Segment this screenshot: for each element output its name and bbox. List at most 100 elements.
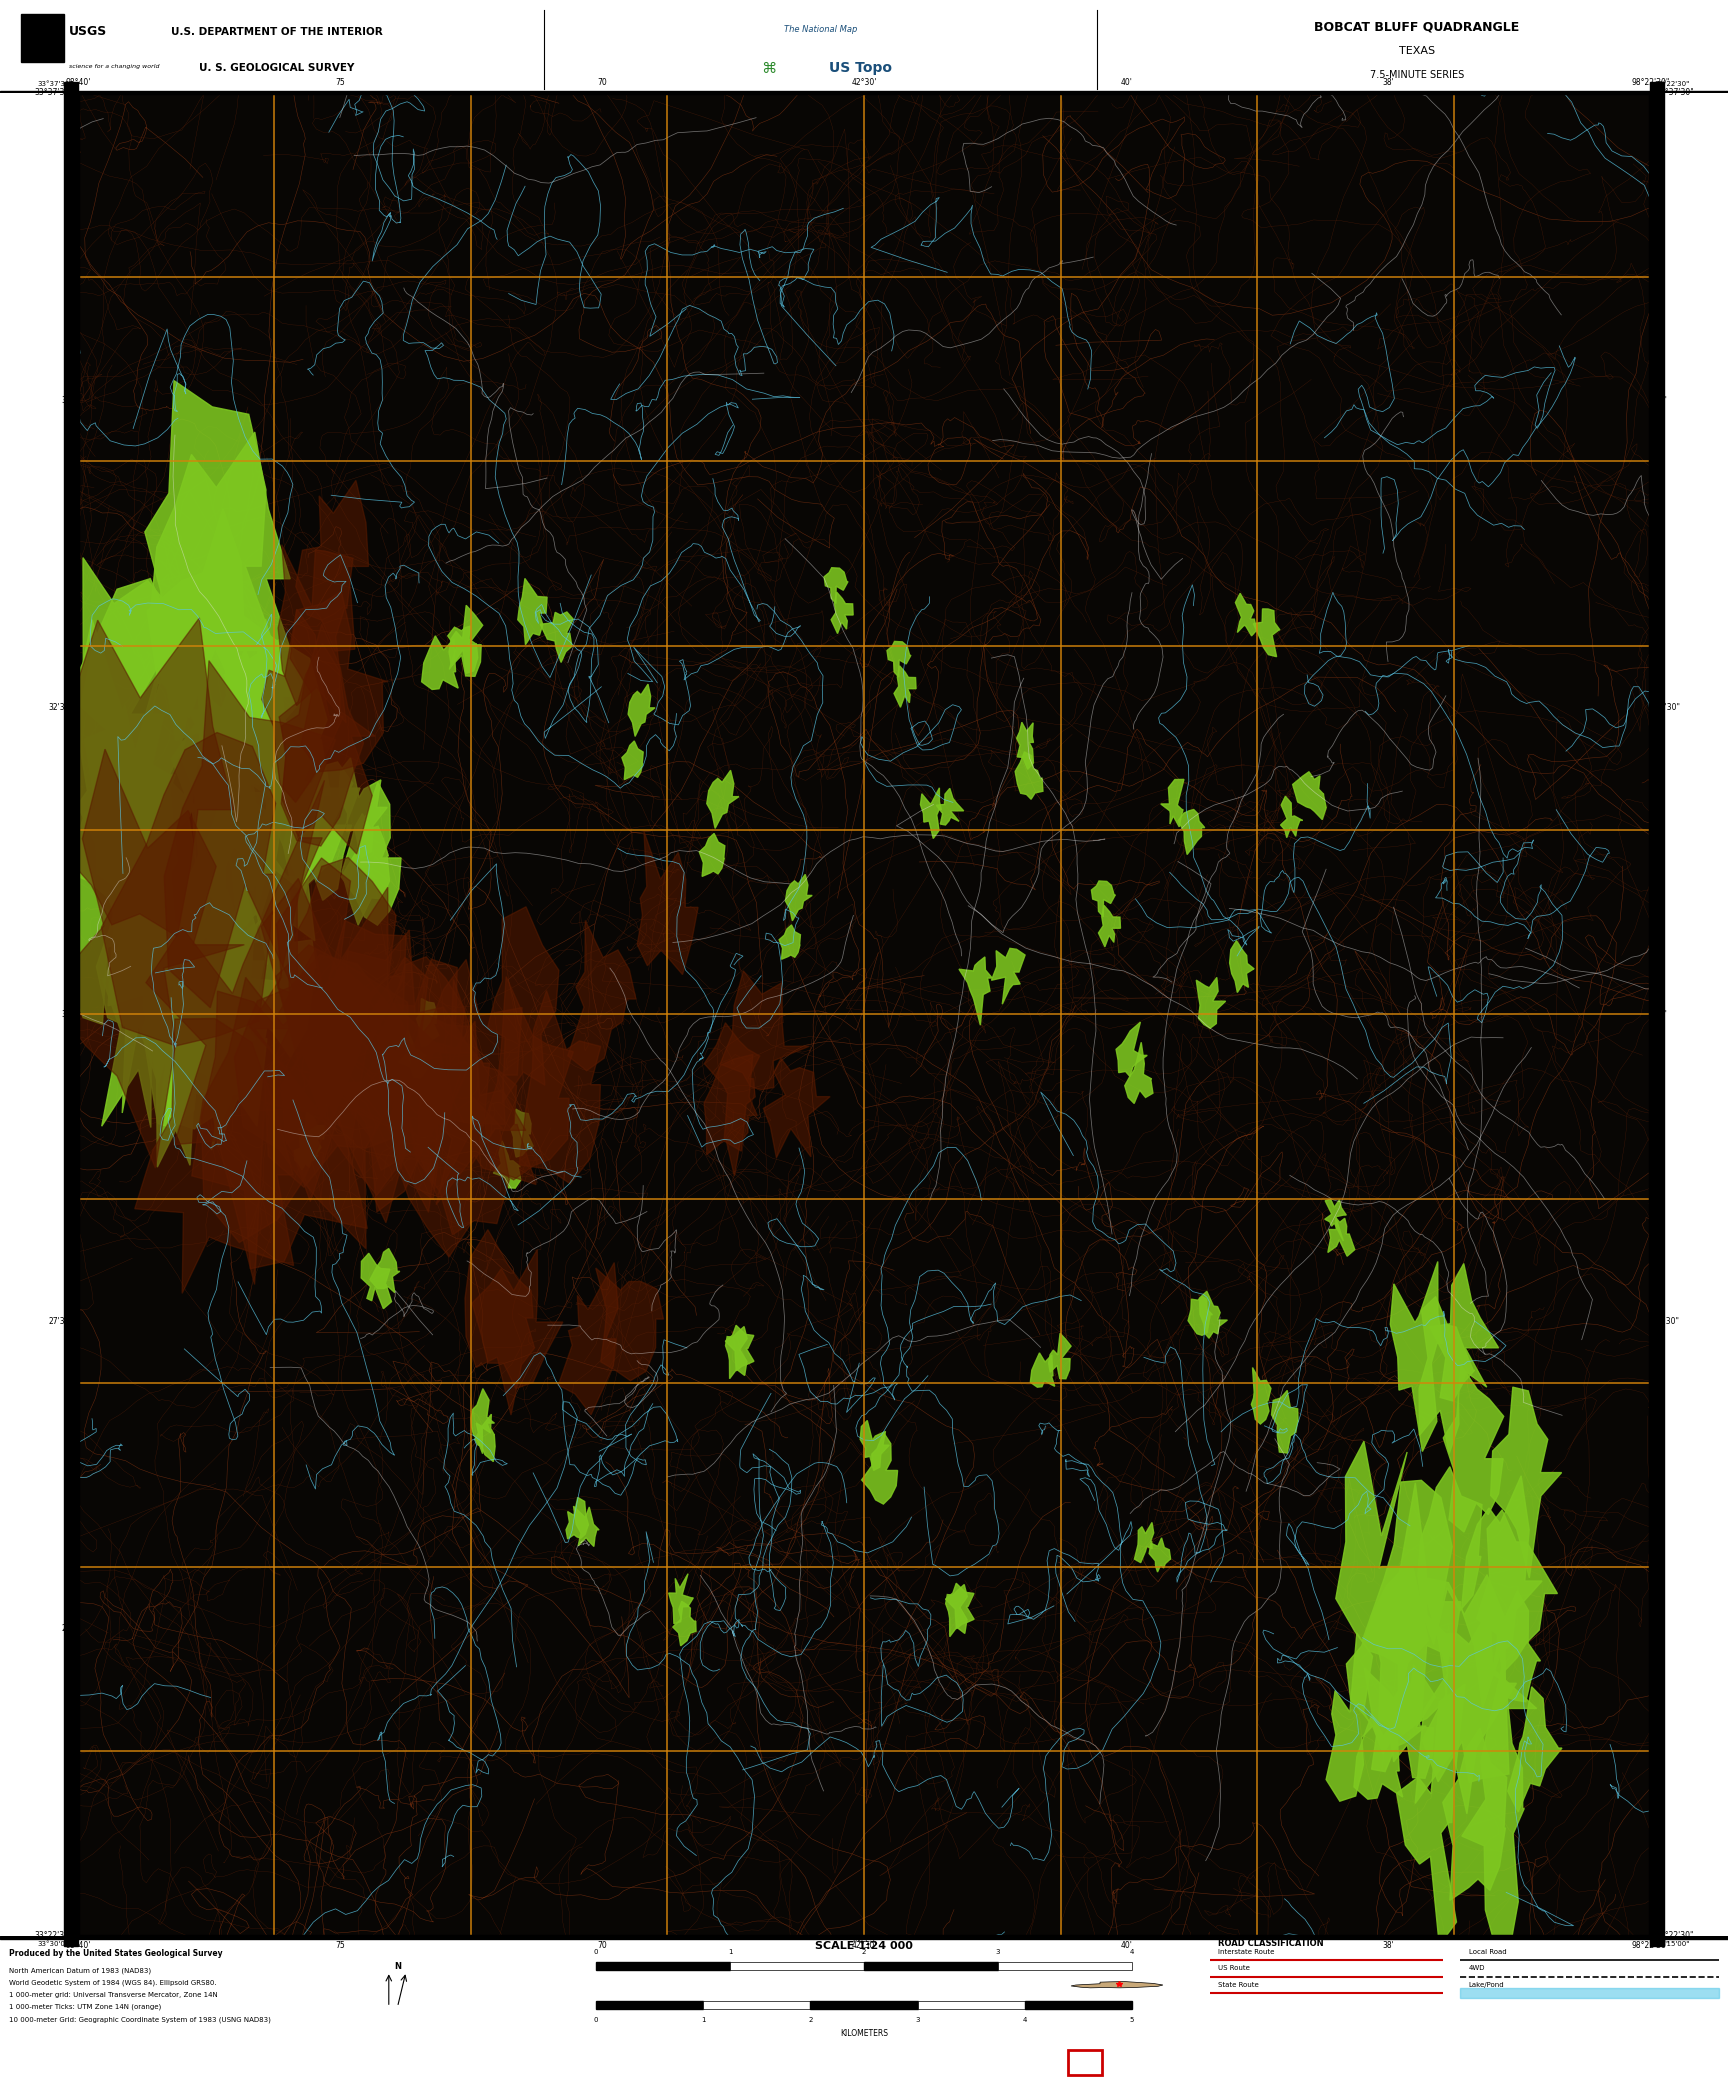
Polygon shape <box>487 906 558 1102</box>
Polygon shape <box>726 1326 753 1372</box>
Polygon shape <box>1477 1510 1557 1672</box>
Text: 1: 1 <box>702 2017 705 2023</box>
Polygon shape <box>1365 1668 1426 1771</box>
Polygon shape <box>54 618 233 935</box>
Polygon shape <box>225 618 304 787</box>
Polygon shape <box>541 612 574 662</box>
Text: 98°40': 98°40' <box>66 1942 90 1950</box>
Polygon shape <box>340 783 401 925</box>
Polygon shape <box>135 1019 294 1292</box>
Text: 70: 70 <box>598 79 607 88</box>
Polygon shape <box>779 925 800 958</box>
Text: U. S. GEOLOGICAL SURVEY: U. S. GEOLOGICAL SURVEY <box>199 63 354 73</box>
Text: 75: 75 <box>335 1942 344 1950</box>
Text: 38': 38' <box>1382 79 1394 88</box>
Polygon shape <box>202 950 361 1242</box>
Polygon shape <box>861 1420 890 1470</box>
Polygon shape <box>1491 1386 1562 1579</box>
Polygon shape <box>142 960 223 1165</box>
Polygon shape <box>178 639 264 912</box>
Polygon shape <box>204 906 259 1150</box>
Polygon shape <box>1178 810 1204 854</box>
Polygon shape <box>574 1505 600 1547</box>
Polygon shape <box>1230 940 1255 992</box>
Polygon shape <box>475 1414 496 1462</box>
Polygon shape <box>378 956 472 1213</box>
Polygon shape <box>1149 1539 1172 1572</box>
Polygon shape <box>45 800 159 1025</box>
Bar <box>21 15 64 63</box>
Text: 33°30'00": 33°30'00" <box>38 1942 73 1948</box>
Polygon shape <box>1462 1662 1524 1979</box>
Polygon shape <box>700 833 724 877</box>
Polygon shape <box>629 685 655 737</box>
Polygon shape <box>1391 1664 1436 1779</box>
Polygon shape <box>12 557 183 898</box>
Polygon shape <box>1325 1199 1346 1240</box>
Polygon shape <box>150 432 306 748</box>
Polygon shape <box>1092 881 1115 917</box>
Text: KILOMETERS: KILOMETERS <box>840 2030 888 2038</box>
Polygon shape <box>47 750 244 1167</box>
Text: 35': 35' <box>60 395 73 405</box>
Polygon shape <box>511 1109 534 1157</box>
Text: 4WD: 4WD <box>1469 1965 1486 1971</box>
Polygon shape <box>1336 1441 1429 1666</box>
Polygon shape <box>394 1013 503 1257</box>
Polygon shape <box>937 789 964 825</box>
Polygon shape <box>567 1497 589 1539</box>
Text: 30': 30' <box>60 1011 73 1019</box>
Text: N: N <box>394 1963 401 1971</box>
Bar <box>596 2000 703 2009</box>
Polygon shape <box>145 380 278 741</box>
Polygon shape <box>824 568 848 603</box>
Text: 7.5-MINUTE SERIES: 7.5-MINUTE SERIES <box>1370 71 1464 79</box>
Polygon shape <box>1491 1591 1540 1702</box>
Polygon shape <box>183 956 256 1146</box>
Polygon shape <box>290 591 387 773</box>
Polygon shape <box>280 643 375 854</box>
Text: 33°37'30": 33°37'30" <box>1655 88 1693 98</box>
Text: 25': 25' <box>60 1624 73 1633</box>
Polygon shape <box>1161 779 1184 827</box>
Text: 27'30": 27'30" <box>48 1318 73 1326</box>
Polygon shape <box>921 787 942 839</box>
Text: 98°22'30": 98°22'30" <box>1631 79 1669 88</box>
Text: BOBCAT BLUFF QUADRANGLE: BOBCAT BLUFF QUADRANGLE <box>1315 21 1519 33</box>
Polygon shape <box>1251 1368 1272 1424</box>
Polygon shape <box>1014 752 1044 800</box>
Text: 2: 2 <box>862 1948 866 1954</box>
Text: World Geodetic System of 1984 (WGS 84). Ellipsoid GRS80.: World Geodetic System of 1984 (WGS 84). … <box>9 1979 216 1986</box>
Polygon shape <box>1189 1297 1213 1336</box>
Polygon shape <box>102 858 187 1128</box>
Text: 98°22'30": 98°22'30" <box>1631 1942 1669 1950</box>
Polygon shape <box>518 578 548 645</box>
Polygon shape <box>238 892 316 1057</box>
Text: 42°30': 42°30' <box>852 1942 876 1950</box>
Polygon shape <box>486 977 574 1180</box>
Polygon shape <box>190 793 259 1002</box>
Polygon shape <box>145 781 387 1284</box>
Polygon shape <box>173 889 254 1042</box>
Bar <box>729 1963 864 1971</box>
Text: 3: 3 <box>916 2017 919 2023</box>
Polygon shape <box>232 681 330 915</box>
Text: 32'30": 32'30" <box>1655 704 1680 712</box>
Polygon shape <box>192 977 368 1270</box>
Text: 1: 1 <box>727 1948 733 1954</box>
Polygon shape <box>1116 1023 1147 1077</box>
Polygon shape <box>261 879 411 1188</box>
Polygon shape <box>1134 1522 1154 1562</box>
Polygon shape <box>218 639 359 975</box>
Polygon shape <box>1391 1261 1443 1451</box>
Polygon shape <box>472 1249 563 1389</box>
Polygon shape <box>1431 1263 1498 1401</box>
Polygon shape <box>1509 1687 1562 1812</box>
Text: Lake/Pond: Lake/Pond <box>1469 1982 1505 1988</box>
Polygon shape <box>449 606 482 677</box>
Polygon shape <box>410 979 536 1205</box>
Text: 98°15'00": 98°15'00" <box>1655 1942 1690 1948</box>
Bar <box>596 1963 729 1971</box>
Polygon shape <box>831 593 854 633</box>
Polygon shape <box>361 1253 392 1309</box>
